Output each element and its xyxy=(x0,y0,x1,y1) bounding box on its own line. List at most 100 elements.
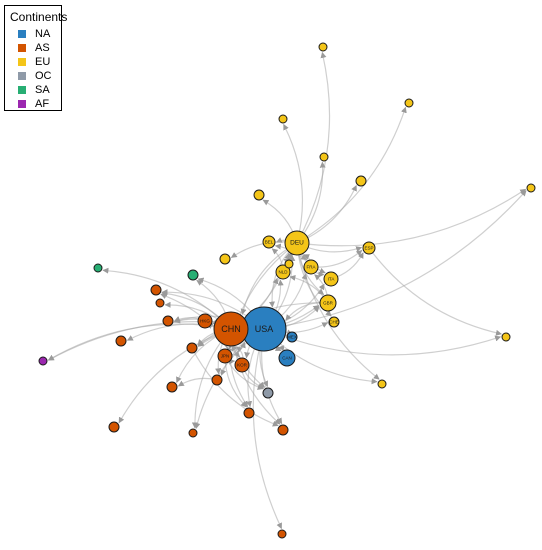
node-tur[interactable] xyxy=(377,379,387,389)
legend-item-eu: EU xyxy=(18,55,50,69)
node-bra[interactable] xyxy=(187,269,199,281)
node-fra[interactable]: FRA xyxy=(303,259,319,275)
node-pak[interactable] xyxy=(155,298,165,308)
node-can[interactable]: CAN xyxy=(278,349,296,367)
node-circle-vnm xyxy=(150,284,162,296)
legend-swatch-as xyxy=(18,44,26,52)
node-ita[interactable]: ITA xyxy=(323,271,339,287)
node-circle-nor xyxy=(318,42,328,52)
node-circle-prt xyxy=(501,332,511,342)
node-circle-swe xyxy=(284,259,294,269)
node-irl[interactable] xyxy=(526,183,536,193)
node-are[interactable] xyxy=(277,424,289,436)
legend-swatch-sa xyxy=(18,86,26,94)
node-label-gbr: GBR xyxy=(323,301,334,306)
node-ind[interactable] xyxy=(186,342,198,354)
node-zaf[interactable] xyxy=(38,356,48,366)
legend-label-sa: SA xyxy=(35,84,50,96)
node-circle-isr xyxy=(277,529,287,539)
node-circle-deu xyxy=(284,230,310,256)
node-idn[interactable] xyxy=(115,335,127,347)
node-circle-pol xyxy=(253,189,265,201)
edge-esp-prt xyxy=(368,247,502,336)
node-bel[interactable]: BEL xyxy=(262,235,276,249)
node-circle-twn xyxy=(162,315,174,327)
node-hun[interactable] xyxy=(278,114,288,124)
node-mex[interactable]: MEX xyxy=(286,331,298,343)
node-circle-irl xyxy=(526,183,536,193)
node-circle-jpn xyxy=(217,348,233,364)
node-deu[interactable]: DEU xyxy=(284,230,310,256)
node-circle-tur xyxy=(377,379,387,389)
node-gbr[interactable]: GBR xyxy=(319,294,337,312)
node-hkg[interactable]: HKG xyxy=(197,313,213,329)
node-nor[interactable] xyxy=(318,42,328,52)
legend-label-as: AS xyxy=(35,42,50,54)
legend-item-oc: OC xyxy=(18,69,52,83)
node-nld[interactable]: NLD xyxy=(275,264,291,280)
node-dnk[interactable] xyxy=(404,98,414,108)
node-usa[interactable]: USA xyxy=(241,306,287,352)
node-label-kor: KOR xyxy=(237,363,248,368)
edge-usa-isr xyxy=(252,328,283,530)
node-label-fra: FRA xyxy=(307,265,316,270)
edge-chn-phl xyxy=(118,328,232,424)
legend-swatch-eu xyxy=(18,58,26,66)
node-circle-are xyxy=(277,424,289,436)
node-sgp[interactable] xyxy=(211,374,223,386)
node-kor[interactable]: KOR xyxy=(234,357,250,373)
node-circle-sau xyxy=(188,428,198,438)
node-mys[interactable] xyxy=(166,381,178,393)
node-circle-bel xyxy=(262,235,276,249)
edge-usa-irl xyxy=(263,190,527,330)
node-chn[interactable]: CHN xyxy=(213,311,249,347)
node-circle-bra xyxy=(187,269,199,281)
edge-sgp-mys xyxy=(177,377,218,387)
node-circle-aut xyxy=(219,253,231,265)
node-circle-aus xyxy=(262,387,274,399)
node-circle-esp xyxy=(362,241,376,255)
node-label-usa: USA xyxy=(255,324,274,334)
node-circle-hun xyxy=(278,114,288,124)
node-che[interactable]: CHE xyxy=(328,316,340,328)
node-swe[interactable] xyxy=(284,259,294,269)
node-chl[interactable] xyxy=(93,263,103,273)
edge-deu-tur xyxy=(296,242,380,380)
node-label-esp: ESP xyxy=(364,246,373,251)
node-jpn[interactable]: JPN xyxy=(217,348,233,364)
node-isr[interactable] xyxy=(277,529,287,539)
node-label-bel: BEL xyxy=(265,240,274,245)
node-tha[interactable] xyxy=(243,407,255,419)
legend-title: Continents xyxy=(10,10,68,24)
node-circle-kor xyxy=(234,357,250,373)
node-cze[interactable] xyxy=(355,175,367,187)
node-esp[interactable]: ESP xyxy=(362,241,376,255)
node-circle-fra xyxy=(303,259,319,275)
node-label-can: CAN xyxy=(282,356,292,361)
legend-swatch-af xyxy=(18,100,26,108)
node-phl[interactable] xyxy=(108,421,120,433)
node-vnm[interactable] xyxy=(150,284,162,296)
edge-deu-irl xyxy=(296,188,527,247)
node-pol[interactable] xyxy=(253,189,265,201)
node-sau[interactable] xyxy=(188,428,198,438)
node-label-mex: MEX xyxy=(287,335,297,340)
node-circle-che xyxy=(328,316,340,328)
node-layer: USA CHN DEU CAN MEX GBR FRA ITA NLD BEL ESP CHE JPN K… xyxy=(38,42,536,539)
node-label-deu: DEU xyxy=(290,240,304,247)
node-circle-sgp xyxy=(211,374,223,386)
node-aus[interactable] xyxy=(262,387,274,399)
node-rus[interactable] xyxy=(319,152,329,162)
node-aut[interactable] xyxy=(219,253,231,265)
edge-usa-prt xyxy=(263,328,502,356)
node-circle-can xyxy=(278,349,296,367)
node-circle-chn xyxy=(213,311,249,347)
legend-label-oc: OC xyxy=(35,70,52,82)
legend-item-sa: SA xyxy=(18,83,50,97)
node-twn[interactable] xyxy=(162,315,174,327)
node-circle-nld xyxy=(275,264,291,280)
legend-label-af: AF xyxy=(35,98,50,110)
legend-item-af: AF xyxy=(18,97,49,111)
node-prt[interactable] xyxy=(501,332,511,342)
